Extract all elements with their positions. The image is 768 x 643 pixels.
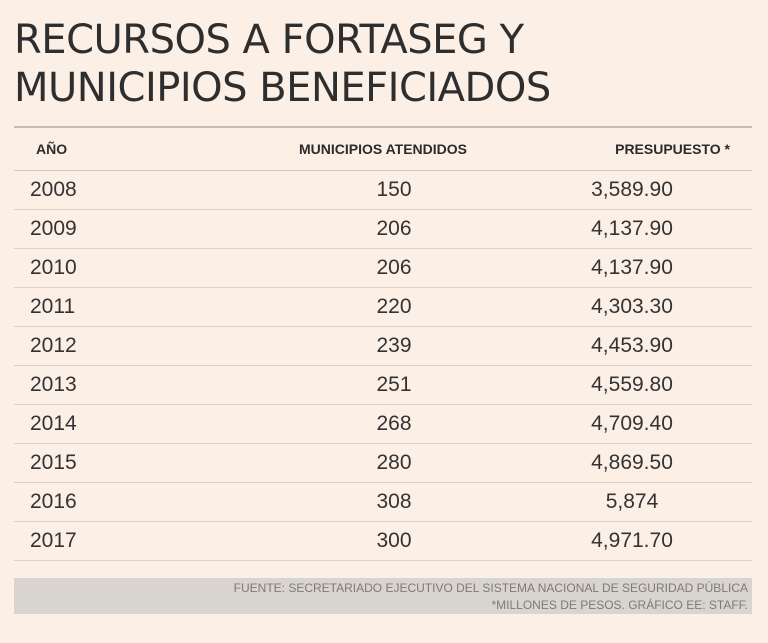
cell-municipios: 300	[236, 521, 530, 561]
cell-year: 2010	[14, 248, 236, 288]
column-header-presupuesto: PRESUPUESTO *	[530, 128, 752, 171]
top-divider	[14, 126, 752, 128]
table-row: 2011 220 4,303.30	[14, 287, 752, 327]
cell-municipios: 308	[236, 482, 530, 522]
cell-presupuesto: 4,303.30	[530, 287, 752, 327]
chart-title-line-2: MUNICIPIOS BENEFICIADOS	[14, 65, 551, 111]
table-row: 2015 280 4,869.50	[14, 443, 752, 483]
table-body: 2008 150 3,589.90 2009 206 4,137.90 2010 206 4,1…	[14, 170, 752, 561]
cell-presupuesto: 4,453.90	[530, 326, 752, 366]
cell-presupuesto: 4,137.90	[530, 209, 752, 249]
cell-presupuesto: 4,869.50	[530, 443, 752, 483]
chart-title-line-1: RECURSOS A FORTASEG Y	[14, 17, 524, 63]
cell-year: 2008	[14, 170, 236, 210]
cell-year: 2009	[14, 209, 236, 249]
cell-municipios: 251	[236, 365, 530, 405]
cell-presupuesto: 4,709.40	[530, 404, 752, 444]
cell-presupuesto: 4,971.70	[530, 521, 752, 561]
table-row: 2016 308 5,874	[14, 482, 752, 522]
source-text: FUENTE: SECRETARIADO EJECUTIVO DEL SISTE…	[233, 581, 748, 595]
cell-year: 2016	[14, 482, 236, 522]
cell-municipios: 150	[236, 170, 530, 210]
table-row: 2013 251 4,559.80	[14, 365, 752, 405]
cell-year: 2015	[14, 443, 236, 483]
table-row: 2008 150 3,589.90	[14, 170, 752, 210]
cell-presupuesto: 5,874	[530, 482, 752, 522]
cell-municipios: 206	[236, 209, 530, 249]
cell-presupuesto: 3,589.90	[530, 170, 752, 210]
source-footer: FUENTE: SECRETARIADO EJECUTIVO DEL SISTE…	[14, 578, 752, 614]
cell-year: 2011	[14, 287, 236, 327]
cell-municipios: 280	[236, 443, 530, 483]
column-header-year: AÑO	[14, 128, 236, 171]
cell-presupuesto: 4,137.90	[530, 248, 752, 288]
cell-municipios: 220	[236, 287, 530, 327]
cell-presupuesto: 4,559.80	[530, 365, 752, 405]
cell-year: 2014	[14, 404, 236, 444]
table-row: 2017 300 4,971.70	[14, 521, 752, 561]
cell-municipios: 239	[236, 326, 530, 366]
column-header-municipios: MUNICIPIOS ATENDIDOS	[236, 128, 530, 171]
table-row: 2014 268 4,709.40	[14, 404, 752, 444]
cell-year: 2013	[14, 365, 236, 405]
cell-municipios: 206	[236, 248, 530, 288]
cell-municipios: 268	[236, 404, 530, 444]
table-row: 2012 239 4,453.90	[14, 326, 752, 366]
table-row: 2009 206 4,137.90	[14, 209, 752, 249]
cell-year: 2017	[14, 521, 236, 561]
units-note: *MILLONES DE PESOS. GRÁFICO EE: STAFF.	[491, 598, 749, 612]
chart-title: RECURSOS A FORTASEG Y MUNICIPIOS BENEFIC…	[14, 16, 551, 112]
data-table: AÑO MUNICIPIOS ATENDIDOS PRESUPUESTO * 2…	[14, 128, 752, 561]
table-row: 2010 206 4,137.90	[14, 248, 752, 288]
header-row: AÑO MUNICIPIOS ATENDIDOS PRESUPUESTO *	[14, 128, 752, 171]
cell-year: 2012	[14, 326, 236, 366]
